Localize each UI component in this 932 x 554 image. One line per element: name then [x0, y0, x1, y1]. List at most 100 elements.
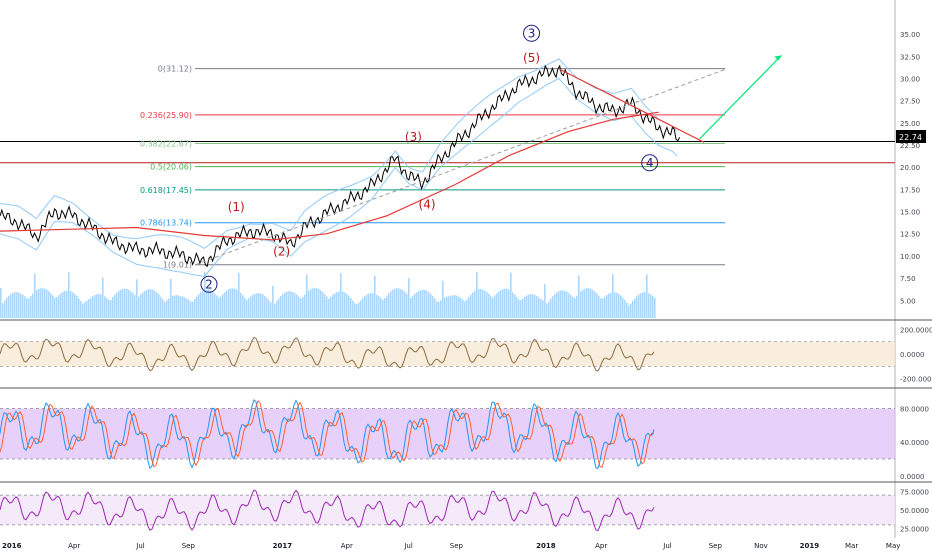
volume-bar: [304, 294, 306, 318]
volume-bar: [464, 301, 466, 318]
x-tick-label: Apr: [595, 542, 607, 550]
volume-bar: [240, 292, 242, 318]
volume-bar: [76, 295, 78, 318]
volume-bar: [416, 292, 418, 318]
volume-bar: [26, 298, 28, 318]
volume-bar: [238, 273, 240, 318]
volume-bar: [262, 294, 264, 318]
volume-bar: [248, 298, 250, 318]
volume-bar: [632, 300, 634, 318]
volume-bar: [102, 277, 104, 318]
wave-label: 2: [205, 277, 213, 291]
volume-bar: [80, 301, 82, 318]
volume-bar: [516, 296, 518, 318]
volume-bar: [28, 298, 30, 318]
volume-bar: [146, 289, 148, 318]
volume-bar: [330, 296, 332, 318]
price-tick-label: 22.50: [900, 142, 920, 150]
volume-bar: [24, 296, 26, 318]
volume-bar: [602, 298, 604, 318]
rsi-tick-label: 75.0000: [900, 488, 929, 496]
volume-bar: [86, 300, 88, 318]
x-tick-label: Sep: [182, 542, 196, 550]
volume-bar: [112, 297, 114, 318]
volume-bar: [152, 289, 154, 318]
volume-bar: [378, 296, 380, 318]
volume-bar: [364, 296, 366, 318]
volume-bar: [448, 296, 450, 318]
volume-bar: [84, 302, 86, 318]
volume-bar: [34, 273, 36, 318]
volume-bar: [40, 288, 42, 318]
volume-bar: [268, 300, 270, 318]
volume-bar: [32, 293, 34, 318]
volume-bar: [528, 294, 530, 318]
volume-bar: [132, 292, 134, 318]
volume-bar: [30, 296, 32, 318]
volume-bar: [414, 293, 416, 318]
volume-bar: [184, 297, 186, 318]
volume-bar: [306, 274, 308, 318]
volume-bar: [408, 278, 410, 318]
volume-bar: [138, 296, 140, 318]
volume-bar: [140, 294, 142, 318]
volume-bar: [598, 295, 600, 318]
volume-bar: [116, 292, 118, 318]
volume-bar: [10, 294, 12, 318]
volume-bar: [164, 301, 166, 318]
volume-bar: [346, 293, 348, 318]
volume-bar: [426, 290, 428, 318]
price-tick-label: 15.00: [900, 209, 920, 217]
volume-bar: [354, 303, 356, 318]
volume-bar: [78, 298, 80, 318]
volume-bar: [350, 297, 352, 318]
volume-bar: [628, 305, 630, 318]
volume-bar: [462, 299, 464, 318]
volume-bar: [318, 289, 320, 318]
x-tick-label: Jul: [135, 542, 145, 550]
volume-bar: [348, 295, 350, 318]
volume-bar: [496, 293, 498, 318]
volume-bar: [98, 294, 100, 318]
volume-bar: [332, 294, 334, 318]
volume-bar: [124, 288, 126, 318]
volume-bar: [230, 288, 232, 318]
volume-bar: [126, 288, 128, 318]
volume-bar: [360, 300, 362, 318]
volume-bar: [242, 295, 244, 318]
volume-bar: [266, 297, 268, 318]
volume-bar: [402, 290, 404, 318]
x-tick-label: Jul: [403, 542, 413, 550]
volume-bar: [290, 291, 292, 318]
volume-bar: [456, 295, 458, 318]
volume-bar: [94, 294, 96, 318]
volume-bar: [486, 292, 488, 318]
price-tick-label: 12.50: [900, 231, 920, 239]
volume-bar: [552, 296, 554, 318]
volume-bar: [226, 290, 228, 318]
volume-bar: [596, 293, 598, 318]
volume-bar: [620, 295, 622, 318]
volume-bar: [582, 289, 584, 318]
price-tick-label: 25.00: [900, 120, 920, 128]
volume-bar: [50, 293, 52, 318]
volume-bar: [160, 296, 162, 318]
volume-bar: [292, 291, 294, 318]
volume-bar: [308, 290, 310, 318]
volume-bar: [284, 292, 286, 318]
volume-bar: [382, 299, 384, 318]
volume-bar: [560, 290, 562, 318]
volume-bar: [154, 290, 156, 318]
rsi-line: [0, 489, 655, 531]
volume-bar: [392, 289, 394, 318]
volume-bar: [614, 292, 616, 318]
volume-bar: [264, 295, 266, 318]
volume-bar: [652, 296, 654, 318]
volume-bar: [122, 288, 124, 318]
cci-line: [0, 336, 655, 372]
volume-bar: [568, 293, 570, 318]
volume-bar: [366, 294, 368, 318]
volume-bar: [610, 292, 612, 318]
volume-bar: [436, 301, 438, 318]
